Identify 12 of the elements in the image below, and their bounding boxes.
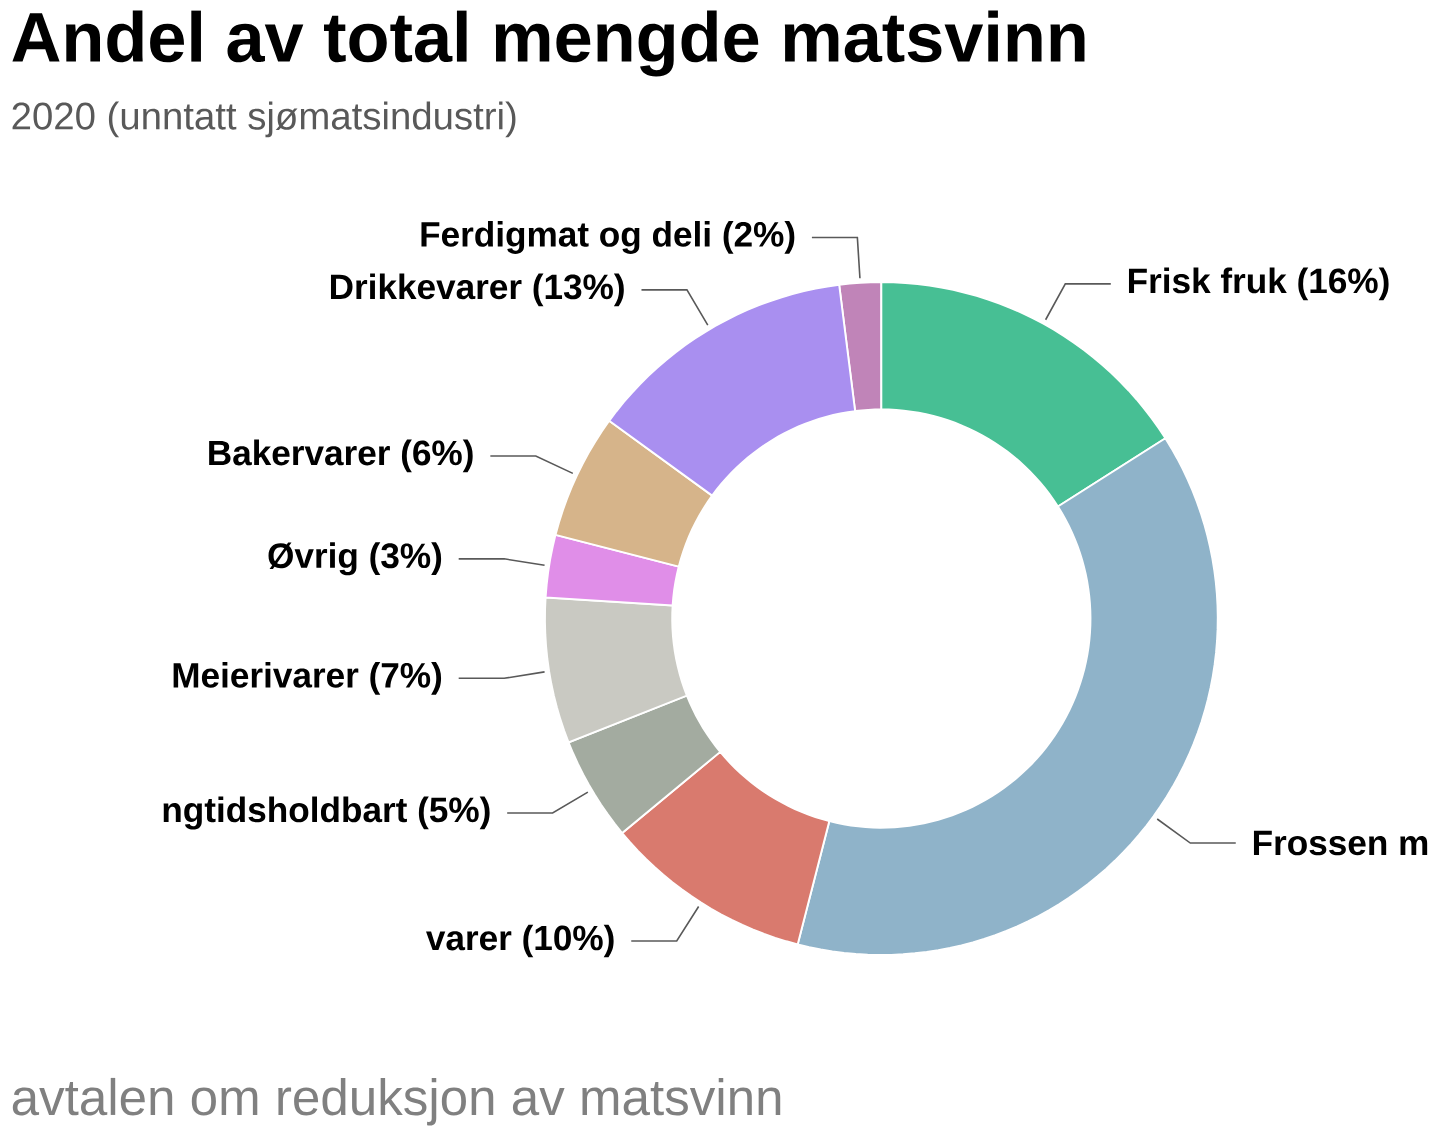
slice-label: Bakervarer (6%) [209, 439, 473, 473]
slice-label: Øvrig (3%) [268, 542, 442, 576]
slice-label: Ferdigmat og deli (2%) [421, 220, 795, 254]
chart-title: Andel av total mengde matsvinn [12, 10, 1085, 77]
slice-label: Frisk fruk (16%) [1128, 267, 1389, 301]
slice-label: Frossen m [1253, 830, 1428, 856]
text: avtalen om reduksjon av matsvinn [12, 1077, 781, 1126]
slice-label: varer (10%) [426, 924, 614, 958]
chart-subtitle: 2020 (unntatt sjømatsindustri) [12, 101, 516, 138]
slice-label: Meierivarer (7%) [173, 661, 442, 695]
slice-label: Drikkevarer (13%) [330, 273, 624, 307]
slice-label: ngtidsholdbart (5%) [163, 796, 490, 830]
